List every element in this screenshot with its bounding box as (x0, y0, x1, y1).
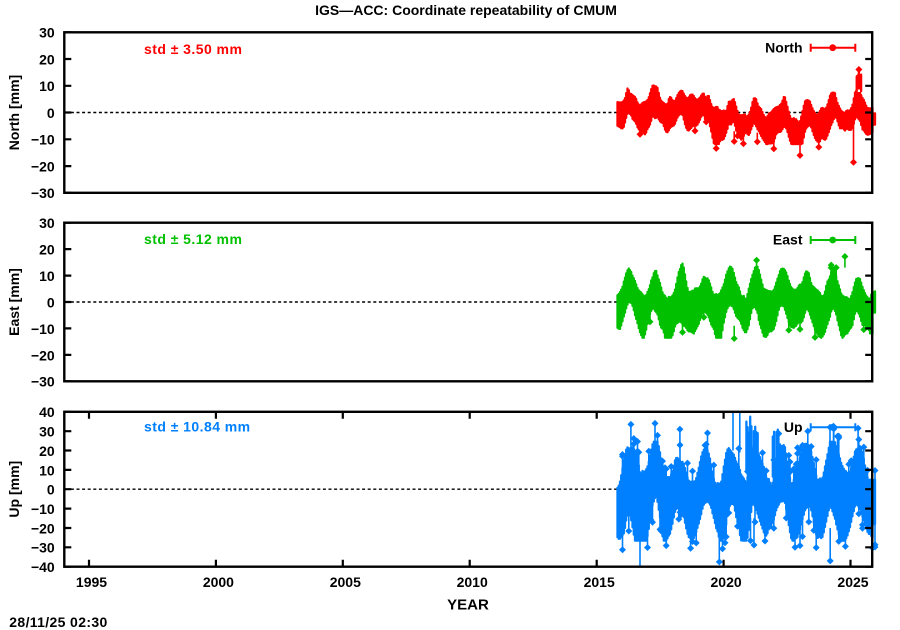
svg-text:20: 20 (39, 443, 55, 459)
svg-text:0: 0 (47, 105, 55, 121)
svg-text:std ± 5.12 mm: std ± 5.12 mm (144, 231, 242, 247)
svg-text:30: 30 (39, 215, 55, 231)
svg-text:East: East (773, 232, 803, 248)
svg-text:40: 40 (39, 404, 55, 420)
svg-text:YEAR: YEAR (447, 597, 489, 614)
svg-text:20: 20 (39, 242, 55, 258)
svg-text:−10: −10 (31, 321, 55, 337)
svg-text:−30: −30 (31, 185, 55, 201)
svg-text:2015: 2015 (584, 574, 615, 590)
svg-text:2000: 2000 (203, 574, 234, 590)
svg-text:30: 30 (39, 424, 55, 440)
svg-text:North: North (765, 39, 802, 55)
svg-text:30: 30 (39, 25, 55, 41)
svg-text:North [mm]: North [mm] (6, 75, 22, 150)
svg-text:2010: 2010 (457, 574, 488, 590)
svg-text:IGS—ACC: Coordinate repeatabil: IGS—ACC: Coordinate repeatability of CMU… (315, 2, 617, 18)
svg-text:10: 10 (39, 462, 55, 478)
svg-text:0: 0 (47, 294, 55, 310)
svg-text:Up: Up (784, 419, 803, 435)
svg-text:−40: −40 (31, 559, 55, 575)
svg-text:−20: −20 (31, 520, 55, 536)
svg-text:20: 20 (39, 52, 55, 68)
svg-text:std ± 3.50 mm: std ± 3.50 mm (144, 41, 242, 57)
svg-text:Up [mm]: Up [mm] (6, 461, 22, 518)
svg-text:−10: −10 (31, 132, 55, 148)
svg-text:−20: −20 (31, 347, 55, 363)
svg-text:10: 10 (39, 78, 55, 94)
svg-text:std ± 10.84 mm: std ± 10.84 mm (144, 419, 251, 435)
svg-text:2025: 2025 (837, 574, 868, 590)
svg-text:East [mm]: East [mm] (6, 268, 22, 336)
svg-text:10: 10 (39, 268, 55, 284)
svg-text:2005: 2005 (330, 574, 361, 590)
svg-text:1995: 1995 (76, 574, 107, 590)
svg-text:−30: −30 (31, 540, 55, 556)
svg-text:28/11/25 02:30: 28/11/25 02:30 (9, 614, 107, 630)
svg-text:−30: −30 (31, 374, 55, 390)
svg-text:−10: −10 (31, 501, 55, 517)
svg-text:2020: 2020 (711, 574, 742, 590)
svg-text:−20: −20 (31, 159, 55, 175)
svg-text:0: 0 (47, 482, 55, 498)
